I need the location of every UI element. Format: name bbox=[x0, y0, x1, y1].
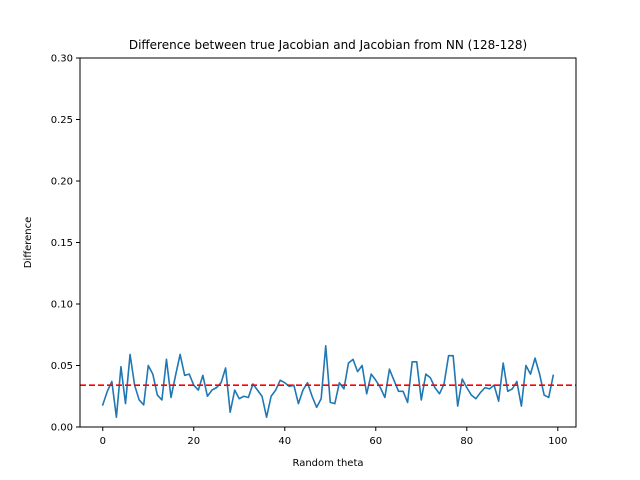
data-layer bbox=[80, 345, 576, 418]
x-axis-label: Random theta bbox=[292, 458, 363, 469]
series-line bbox=[101, 345, 555, 418]
y-tick-label: 0.15 bbox=[51, 238, 73, 249]
x-tick-label: 40 bbox=[278, 436, 291, 447]
y-tick-label: 0.30 bbox=[51, 54, 73, 65]
x-tick-label: 20 bbox=[187, 436, 200, 447]
x-tick-label: 0 bbox=[100, 436, 106, 447]
plot-frame bbox=[79, 57, 577, 428]
axes-layer: 0 20 40 60 80 100 0.00 0.05 0.10 0.15 0.20 0.25 0.30 bbox=[51, 54, 568, 448]
y-tick-label: 0.05 bbox=[51, 361, 73, 372]
y-tick-label: 0.00 bbox=[51, 423, 73, 434]
x-tick-label: 60 bbox=[369, 436, 382, 447]
chart-title: Difference between true Jacobian and Jac… bbox=[129, 38, 527, 52]
x-tick-label: 80 bbox=[460, 436, 473, 447]
y-tick-label: 0.20 bbox=[51, 177, 73, 188]
y-axis-label: Difference bbox=[23, 217, 34, 269]
y-tick-label: 0.25 bbox=[51, 115, 73, 126]
x-tick-label: 100 bbox=[548, 436, 567, 447]
y-tick-label: 0.10 bbox=[51, 300, 73, 311]
